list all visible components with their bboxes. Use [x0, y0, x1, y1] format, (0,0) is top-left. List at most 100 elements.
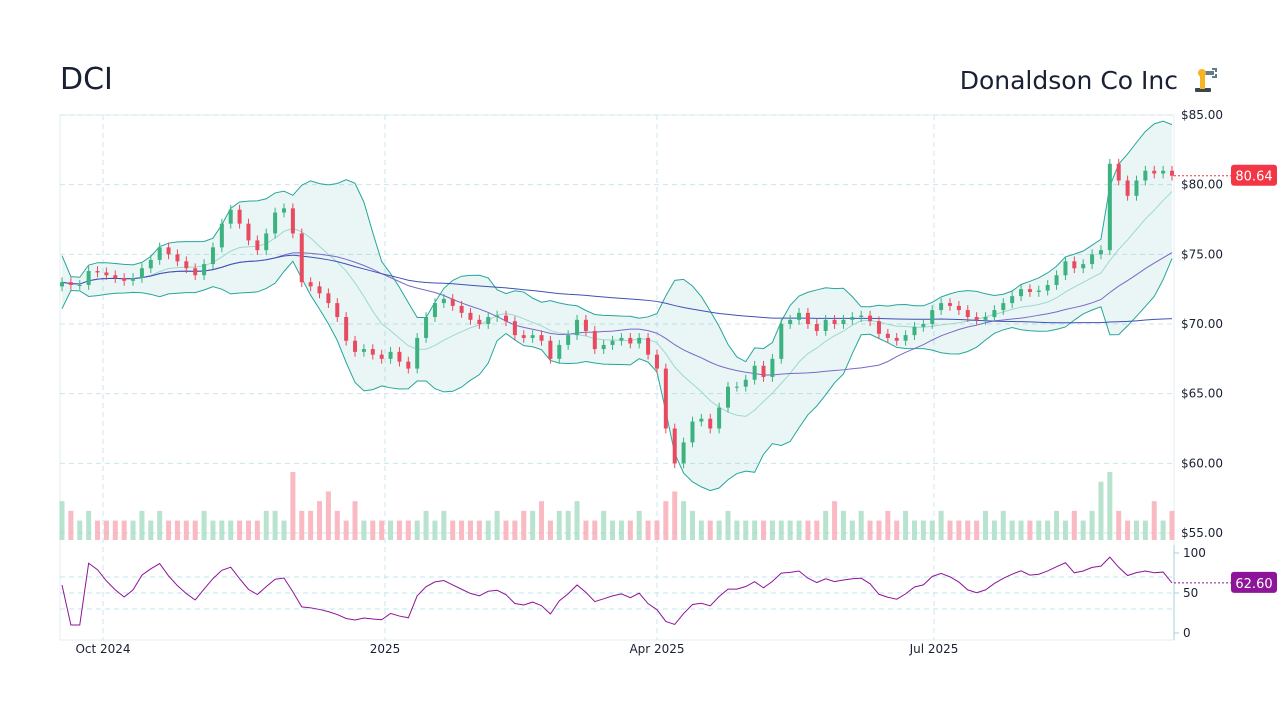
candle-body — [814, 324, 819, 331]
candle-body — [743, 379, 748, 387]
candle-body — [335, 303, 340, 318]
volume-bar — [121, 520, 127, 540]
volume-bar — [1142, 520, 1148, 540]
candle-body — [1090, 254, 1095, 265]
volume-bar — [77, 520, 83, 540]
candle-body — [788, 319, 793, 324]
candle-body — [237, 209, 242, 224]
candle-body — [202, 264, 207, 276]
volume-bar — [769, 520, 775, 540]
volume-bar — [68, 510, 74, 540]
volume-bar — [547, 520, 553, 540]
volume-bar — [707, 520, 713, 540]
volume-bar — [1071, 510, 1077, 540]
candle-body — [317, 286, 322, 294]
candle-body — [530, 335, 535, 338]
candle-body — [308, 282, 313, 287]
volume-bar — [903, 510, 909, 540]
candle-body — [752, 365, 757, 380]
candle-body — [601, 344, 606, 350]
volume-bar — [325, 491, 331, 540]
volume-bar — [95, 520, 101, 540]
volume-bar — [352, 501, 358, 540]
volume-bar — [317, 501, 323, 540]
candle-body — [326, 293, 331, 304]
volume-bar — [920, 520, 926, 540]
candle-body — [290, 208, 295, 234]
volume-bar — [565, 510, 571, 540]
candle-body — [654, 354, 659, 369]
candle-body — [219, 223, 224, 248]
bollinger-middle-line — [61, 191, 1173, 417]
candle-body — [406, 361, 411, 369]
candle-body — [424, 317, 429, 338]
volume-bar — [103, 520, 109, 540]
volume-bar — [139, 510, 145, 540]
candle-body — [646, 337, 651, 355]
volume-bar — [157, 510, 163, 540]
price-tick-label: $80.00 — [1181, 178, 1223, 192]
volume-bar — [166, 520, 172, 540]
volume-bar — [361, 520, 367, 540]
volume-bar — [1062, 520, 1068, 540]
volume-bar — [59, 501, 65, 540]
candle-body — [885, 333, 890, 338]
candle-body — [717, 407, 722, 429]
volume-bar — [432, 520, 438, 540]
candle-body — [876, 321, 881, 334]
candle-body — [166, 247, 171, 255]
candle-body — [948, 303, 952, 306]
rsi-tick-label: 50 — [1183, 586, 1198, 600]
volume-bar — [201, 510, 207, 540]
candle-body — [832, 319, 837, 324]
volume-bar — [610, 520, 616, 540]
volume-bar — [956, 520, 962, 540]
volume-bar — [849, 520, 855, 540]
candle-body — [468, 312, 473, 320]
volume-bar — [450, 520, 456, 540]
volume-bar — [601, 510, 607, 540]
volume-bar — [1151, 501, 1157, 540]
company-name: Donaldson Co Inc — [959, 66, 1178, 95]
volume-bar — [521, 510, 527, 540]
volume-bar — [503, 520, 509, 540]
candle-body — [939, 303, 944, 311]
rsi-line — [61, 556, 1173, 626]
volume-bar — [148, 520, 154, 540]
candle-body — [859, 315, 864, 318]
plot-frame — [59, 114, 1175, 641]
volume-bar — [627, 520, 633, 540]
candle-body — [761, 365, 766, 377]
candle-body — [95, 271, 100, 273]
candle-body — [1045, 284, 1050, 291]
candle-body — [157, 247, 162, 260]
price-tick-label: $60.00 — [1181, 456, 1223, 470]
volume-bar — [698, 520, 704, 540]
volume-bar — [1054, 510, 1060, 540]
candle-body — [60, 282, 64, 287]
volume-bar — [947, 520, 953, 540]
time-tick-label: Oct 2024 — [75, 642, 130, 656]
volume-bar — [752, 520, 758, 540]
candle-body — [175, 254, 180, 262]
candle-body — [282, 208, 286, 213]
candle-body — [521, 335, 526, 338]
volume-bar — [423, 510, 429, 540]
bollinger-band-fill — [62, 121, 1172, 491]
volume-bar — [334, 510, 340, 540]
candle-body — [184, 261, 189, 269]
candle-body — [566, 335, 571, 345]
volume-bar — [1116, 510, 1122, 540]
candle-body — [708, 418, 713, 429]
candle-body — [1072, 261, 1077, 269]
price-tick-label: $65.00 — [1181, 387, 1223, 401]
volume-bar — [636, 510, 642, 540]
volume-bar — [290, 472, 296, 540]
volume-bar — [867, 520, 873, 540]
volume-bar — [1125, 520, 1131, 540]
candle-body — [983, 317, 988, 320]
bollinger-upper-line — [61, 120, 1173, 363]
volume-bar — [245, 520, 251, 540]
candle-body — [974, 317, 979, 320]
